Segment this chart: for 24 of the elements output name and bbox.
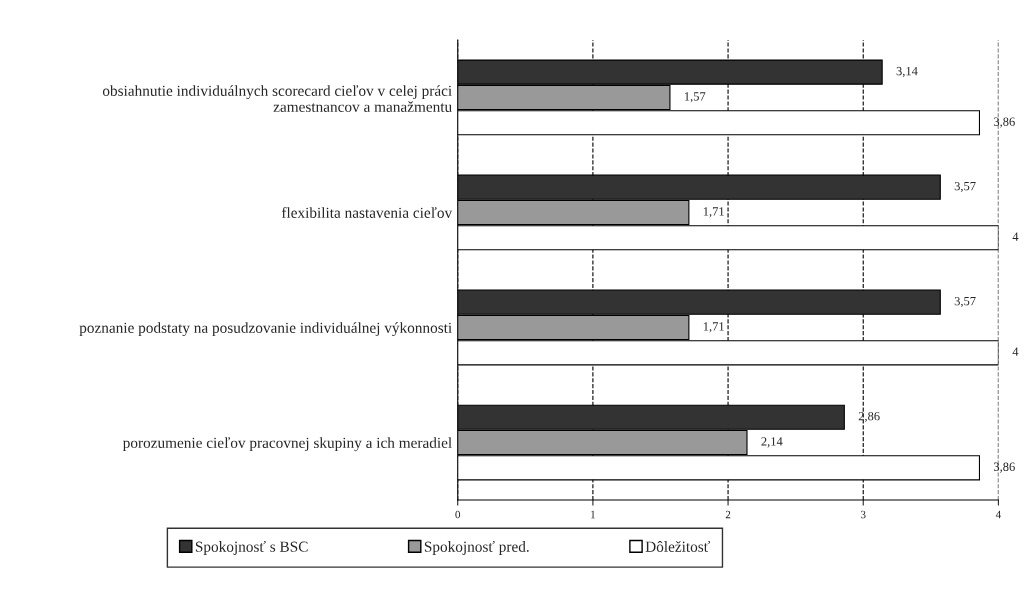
data-label: 3,86 [993, 462, 1015, 473]
data-label: 1,57 [684, 92, 706, 103]
legend-label: Spokojnosť s BSC [195, 540, 308, 555]
data-label: 1,71 [703, 207, 724, 218]
y-tick-label: obsiahnutie individuálnych scorecard cieľov v celej práci zamestnancov a manažmentu [102, 85, 452, 112]
data-label: 2,14 [761, 437, 783, 448]
y-tick-label: porozumenie cieľov pracovnej skupiny a ich meradiel [122, 437, 452, 452]
data-label: 3,57 [954, 181, 976, 193]
data-label: 1,71 [703, 322, 724, 333]
data-label: 2,86 [858, 411, 880, 423]
legend-label: Dôležitosť [645, 540, 710, 552]
legend-label: Spokojnosť pred. [424, 540, 529, 555]
data-label: 3,57 [954, 296, 976, 308]
x-tick-label: 2 [725, 510, 731, 519]
x-tick-label: 0 [455, 510, 461, 519]
data-label: 3,14 [896, 66, 918, 78]
x-tick-label: 1 [591, 510, 596, 519]
data-label: 3,86 [993, 117, 1015, 128]
x-tick-label: 4 [995, 510, 1001, 519]
x-tick-label: 3 [860, 510, 866, 519]
y-tick-label: poznanie podstaty na posudzovanie individuálnej výkonnosti [79, 322, 452, 337]
y-tick-label: flexibilita nastavenia cieľov [281, 207, 453, 218]
data-label: 4 [1012, 232, 1019, 241]
data-label: 4 [1012, 347, 1019, 356]
